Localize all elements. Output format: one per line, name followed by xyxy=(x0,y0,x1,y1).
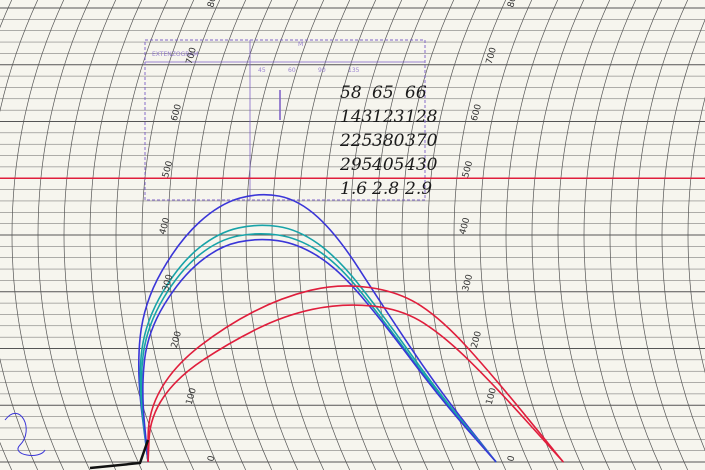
tick-label: 400 xyxy=(458,216,472,235)
tick-label: 700 xyxy=(185,46,199,65)
handwritten-cell: 128 xyxy=(405,107,438,127)
tick-labels: 0 100 200 300 400 500 600 700 800 0 100 200 300 400 50… xyxy=(158,0,520,463)
start-baseline xyxy=(89,439,150,470)
grid-arc xyxy=(63,0,117,470)
grid-arc xyxy=(661,18,705,452)
grid-arc xyxy=(375,0,429,470)
handwritten-cell: 295 xyxy=(339,155,372,175)
tick-label: 600 xyxy=(470,103,484,122)
grid-arc xyxy=(531,0,585,470)
grid-arc xyxy=(479,0,533,470)
handwritten-cell: 143 xyxy=(340,107,372,127)
tick-label: 300 xyxy=(161,273,175,292)
grid-arc xyxy=(401,0,455,470)
handwritten-cell: 380 xyxy=(372,131,405,151)
grid-arc xyxy=(89,0,143,470)
grid-arc xyxy=(505,0,559,470)
tick-label: 300 xyxy=(461,273,475,292)
handwritten-values-table: 58 65 66 143 123 128 225 380 370 295 405 430 1.6 2.8 2… xyxy=(339,83,438,199)
stamp-letter: M xyxy=(298,41,303,48)
tick-label: 800 xyxy=(506,0,520,9)
handwritten-cell: 66 xyxy=(405,83,427,103)
series-curve-4 xyxy=(142,238,497,463)
handwritten-scribble xyxy=(4,412,46,456)
handwritten-cell: 225 xyxy=(339,131,372,151)
handwritten-cell: 2.8 xyxy=(371,179,399,199)
stamp-col-4: 135 xyxy=(348,67,360,74)
handwritten-cell: 58 xyxy=(340,83,362,103)
tick-label: 200 xyxy=(470,330,484,349)
tick-label: 200 xyxy=(170,330,184,349)
stamp-col-2: 60 xyxy=(288,67,296,74)
tick-label: 100 xyxy=(485,387,499,406)
grid-arc xyxy=(687,96,705,374)
stamp-title: EXTENZOGRAM xyxy=(152,51,198,58)
horizontal-grid xyxy=(0,7,705,463)
series-curve-2 xyxy=(139,224,497,463)
grid-arc xyxy=(141,0,195,470)
extensogram-curves xyxy=(138,193,564,463)
tick-label: 100 xyxy=(185,387,199,406)
handwritten-cell: 370 xyxy=(405,131,438,151)
grid-arc xyxy=(635,0,689,470)
tick-label: 800 xyxy=(206,0,220,9)
grid-arc xyxy=(193,0,247,470)
handwritten-cell: 405 xyxy=(371,155,404,175)
grid-arc xyxy=(37,0,91,470)
handwritten-cell: 2.9 xyxy=(404,179,432,199)
grid-arc xyxy=(297,0,351,470)
tick-label: 0 xyxy=(506,454,517,462)
tick-label: 600 xyxy=(170,103,184,122)
grid-arc xyxy=(427,0,481,470)
stamp-col-3: 90 xyxy=(318,67,326,74)
handwritten-cell: 1.6 xyxy=(340,179,367,199)
grid-arc xyxy=(557,0,611,470)
tick-label: 400 xyxy=(158,216,172,235)
handwritten-cell: 65 xyxy=(372,83,394,103)
series-curve-1 xyxy=(138,193,497,463)
grid-arc xyxy=(323,0,377,470)
series-curve-5 xyxy=(147,285,564,463)
grid-arc xyxy=(609,0,663,470)
stamp-col-1: 45 xyxy=(258,67,266,74)
stamp-border xyxy=(144,39,426,201)
tick-label: 500 xyxy=(161,160,175,179)
handwritten-cell: 430 xyxy=(404,155,438,175)
series-curve-6 xyxy=(147,304,564,463)
grid-arc xyxy=(349,0,403,470)
tick-label: 700 xyxy=(485,46,499,65)
series-curve-3 xyxy=(140,232,497,463)
tick-label: 500 xyxy=(461,160,475,179)
extensogram-stamp: EXTENZOGRAM M 45 60 90 135 xyxy=(144,39,426,201)
handwritten-cell: 123 xyxy=(372,107,404,127)
grid-arc xyxy=(0,0,39,470)
grid-arc xyxy=(583,0,637,470)
grid-arc xyxy=(167,0,221,470)
tick-label: 0 xyxy=(206,454,217,462)
grid-arc xyxy=(11,0,65,470)
grid-arc xyxy=(453,0,507,470)
